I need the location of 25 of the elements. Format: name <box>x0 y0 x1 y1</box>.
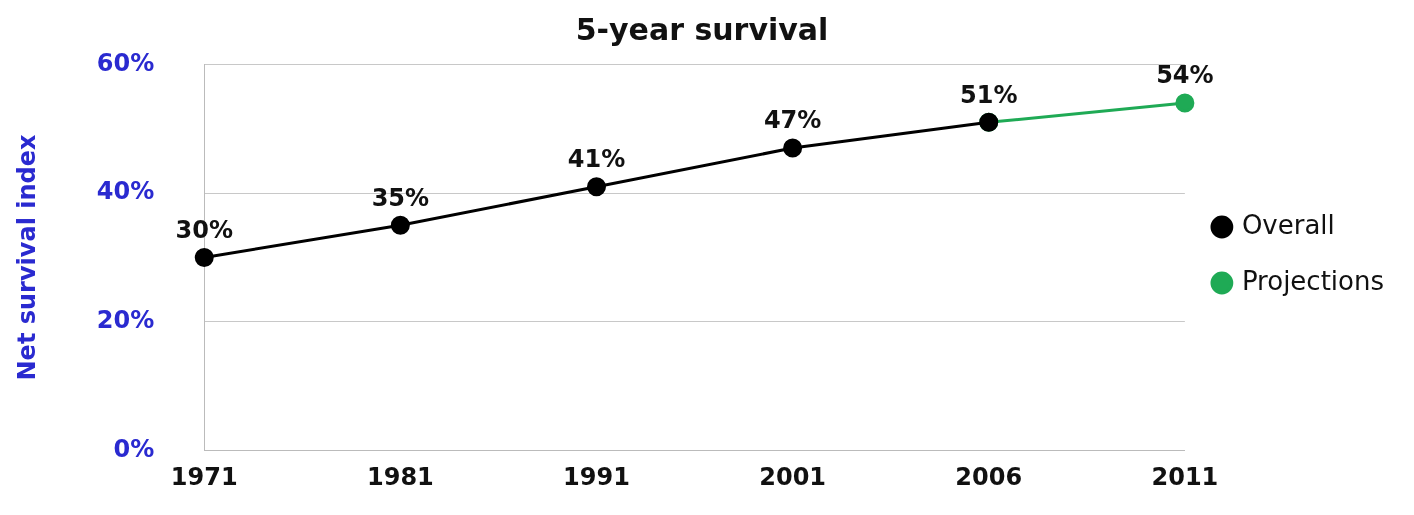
chart-title: 5-year survival <box>575 12 829 48</box>
data-label: 35% <box>371 183 430 212</box>
x-tick-label: 2006 <box>955 463 1023 492</box>
y-axis-title: Net survival index <box>12 134 41 381</box>
y-tick-label: 0% <box>113 434 155 463</box>
data-label: 54% <box>1156 61 1214 90</box>
x-tick-label: 2011 <box>1151 463 1219 492</box>
legend-label: Overall <box>1241 209 1335 240</box>
y-tick-label: 20% <box>96 306 155 335</box>
data-label: 51% <box>960 80 1018 109</box>
data-label: 30% <box>175 215 233 244</box>
data-label: 47% <box>763 106 822 135</box>
point <box>390 215 410 235</box>
legend-label: Projections <box>1241 265 1385 296</box>
y-tick-label: 60% <box>96 48 155 77</box>
data-label: 41% <box>567 144 626 173</box>
x-tick-label: 2001 <box>759 463 827 492</box>
y-tick-label: 40% <box>96 177 155 206</box>
x-tick-label: 1971 <box>170 463 238 492</box>
point <box>587 177 606 197</box>
x-tick-label: 1981 <box>366 463 434 492</box>
point <box>194 248 214 267</box>
x-tick-label: 1991 <box>563 463 630 492</box>
point <box>783 138 803 158</box>
point <box>1175 93 1195 113</box>
